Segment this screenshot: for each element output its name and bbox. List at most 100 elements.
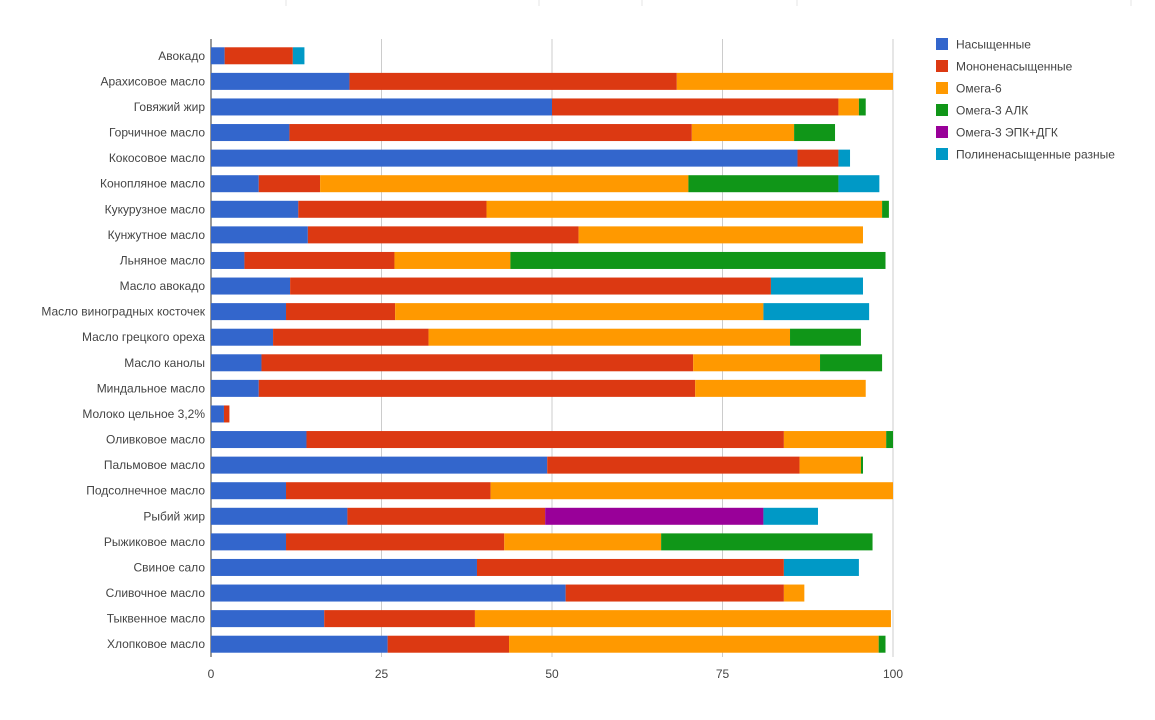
bar-segment [211, 98, 552, 116]
bar-segment [211, 328, 274, 346]
category-label: Кукурузное масло [105, 202, 206, 216]
bar-segment [211, 251, 245, 269]
bar-segment [290, 277, 771, 295]
bar-segment [763, 303, 870, 321]
bar-segment [211, 124, 290, 142]
legend: Насыщенные Мононенасыщенные Омега-6 Омега-3… [936, 38, 1115, 162]
bar-segment [347, 507, 546, 525]
bar-segment [474, 610, 891, 628]
bar-segment [211, 456, 548, 474]
x-tick-label: 100 [883, 667, 903, 681]
bar-segment [298, 200, 487, 218]
bar-segment [858, 98, 866, 116]
bar-segment [211, 431, 307, 449]
legend-label: Насыщенные [956, 38, 1031, 52]
legend-label: Мононенасыщенные [956, 60, 1073, 74]
bar-segment [578, 226, 863, 244]
bar-segment [211, 47, 225, 65]
category-label: Горчичное масло [109, 126, 205, 140]
bar-segment [349, 72, 677, 90]
category-label: Подсолнечное масло [86, 484, 205, 498]
bar-segment [211, 200, 299, 218]
bar-segment [820, 354, 883, 372]
legend-swatch [936, 60, 948, 72]
category-label: Тыквенное масло [107, 612, 206, 626]
legend-label: Омега-3 АЛК [956, 104, 1028, 118]
category-label: Масло грецкого ореха [82, 330, 205, 344]
bar-segment [547, 456, 800, 474]
bar-segment [261, 354, 694, 372]
category-label: Конопляное масло [100, 177, 205, 191]
category-label: Масло авокадо [120, 279, 206, 293]
legend-swatch [936, 82, 948, 94]
bar-segment [661, 533, 873, 551]
bar-segment [211, 558, 477, 576]
bar-segment [286, 533, 505, 551]
category-label: Кокосовое масло [109, 151, 206, 165]
bar-segment [258, 175, 321, 193]
bar-segment [565, 584, 784, 602]
legend-swatch [936, 148, 948, 160]
bar-segment [790, 328, 861, 346]
legend-swatch [936, 104, 948, 116]
category-label: Свиное сало [133, 560, 205, 574]
category-label: Масло виноградных косточек [41, 305, 205, 319]
bar-segment [211, 354, 262, 372]
bar-segment [211, 635, 388, 653]
bar-segment [394, 251, 511, 269]
bar-segment [693, 354, 821, 372]
bar-segment [211, 149, 798, 167]
bar-segment [838, 175, 880, 193]
bar-segment [223, 405, 230, 423]
bar-segment [799, 456, 861, 474]
x-tick-label: 25 [375, 667, 389, 681]
category-label: Оливковое масло [106, 433, 205, 447]
x-tick-label: 75 [716, 667, 730, 681]
bar-segment [838, 98, 859, 116]
bar-segment [860, 456, 863, 474]
x-tick-label: 0 [208, 667, 215, 681]
bar-segment [211, 72, 350, 90]
bar-segment [211, 610, 325, 628]
axes: Авокадо Арахисовое масло Говяжий жир Горчич… [41, 49, 903, 681]
bar-segment [307, 226, 579, 244]
legend-label: Полиненасыщенные разные [956, 148, 1115, 162]
bar-segment [258, 379, 696, 397]
bar-segment [509, 635, 879, 653]
bar-segment [783, 584, 805, 602]
category-label: Говяжий жир [134, 100, 206, 114]
bar-segment [211, 175, 259, 193]
bar-segment [783, 558, 859, 576]
bar-segment [486, 200, 883, 218]
legend-swatch [936, 38, 948, 50]
legend-label: Омега-3 ЭПК+ДГК [956, 126, 1058, 140]
bar-segment [545, 507, 764, 525]
bar-segment [783, 431, 887, 449]
category-label: Масло канолы [124, 356, 205, 370]
category-label: Молоко цельное 3,2% [82, 407, 205, 421]
bar-segment [273, 328, 429, 346]
bar-segment [395, 303, 764, 321]
bar-segment [504, 533, 662, 551]
bar-segment [882, 200, 889, 218]
bar-segment [695, 379, 866, 397]
category-label: Авокадо [158, 49, 205, 63]
bar-segment [211, 277, 291, 295]
bar-segment [476, 558, 784, 576]
bar-segment [320, 175, 689, 193]
bar-segment [490, 482, 893, 500]
bar-segment [292, 47, 305, 65]
category-label: Миндальное масло [97, 381, 206, 395]
bar-segment [387, 635, 510, 653]
bar-segment [244, 251, 395, 269]
category-label: Рыжиковое масло [104, 535, 205, 549]
legend-swatch [936, 126, 948, 138]
category-label: Арахисовое масло [100, 74, 205, 88]
bar-segment [286, 482, 491, 500]
bar-segment [211, 226, 308, 244]
bar-segment [691, 124, 795, 142]
legend-label: Омега-6 [956, 82, 1002, 96]
bar-segment [211, 482, 287, 500]
bar-segment [428, 328, 791, 346]
